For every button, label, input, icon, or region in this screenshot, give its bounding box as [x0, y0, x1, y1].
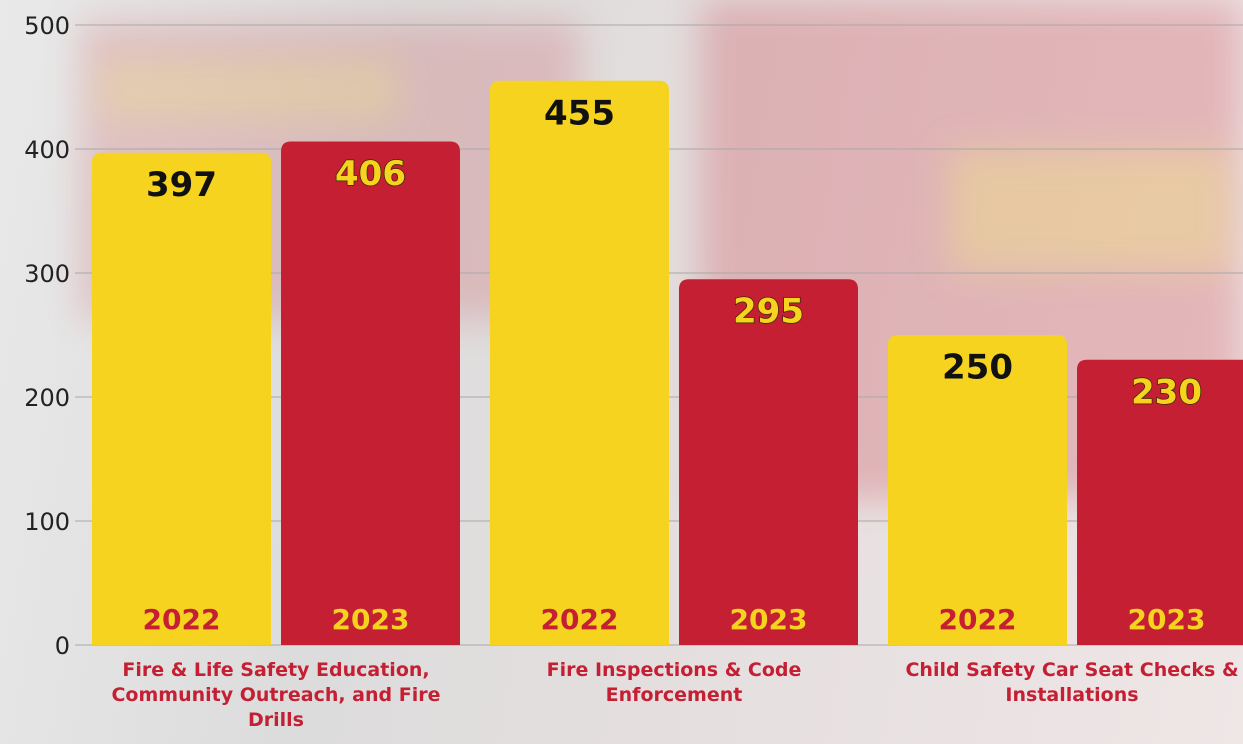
value-label: 250: [942, 348, 1013, 388]
value-label: 455: [544, 93, 615, 133]
value-label: 295: [733, 292, 804, 332]
value-label: 406: [335, 154, 406, 194]
y-tick-label: 300: [24, 260, 70, 288]
series-label: 2022: [541, 603, 619, 636]
series-label: 2023: [730, 603, 808, 636]
series-label: 2023: [1128, 603, 1206, 636]
y-tick-label: 400: [24, 136, 70, 164]
x-tick-label: Fire Inspections & Code Enforcement: [484, 658, 864, 708]
y-tick-label: 200: [24, 384, 70, 412]
bar: [92, 153, 271, 645]
x-tick-label: Fire & Life Safety Education, Community …: [86, 658, 466, 733]
bar: [490, 81, 669, 645]
x-tick-label: Child Safety Car Seat Checks & Installat…: [882, 658, 1243, 708]
y-tick-label: 500: [24, 12, 70, 40]
series-label: 2022: [143, 603, 221, 636]
value-label: 230: [1131, 372, 1202, 412]
series-label: 2022: [939, 603, 1017, 636]
page: 0 100 200 300 400 500 397 2022 406 2023 455 2022 295…: [0, 0, 1243, 744]
bar: [281, 142, 460, 645]
y-tick-label: 100: [24, 508, 70, 536]
y-tick-label: 0: [55, 632, 70, 660]
chart: 0 100 200 300 400 500 397 2022 406 2023 455 2022 295…: [0, 0, 1243, 744]
bar: [679, 279, 858, 645]
value-label: 397: [146, 165, 217, 205]
series-label: 2023: [332, 603, 410, 636]
